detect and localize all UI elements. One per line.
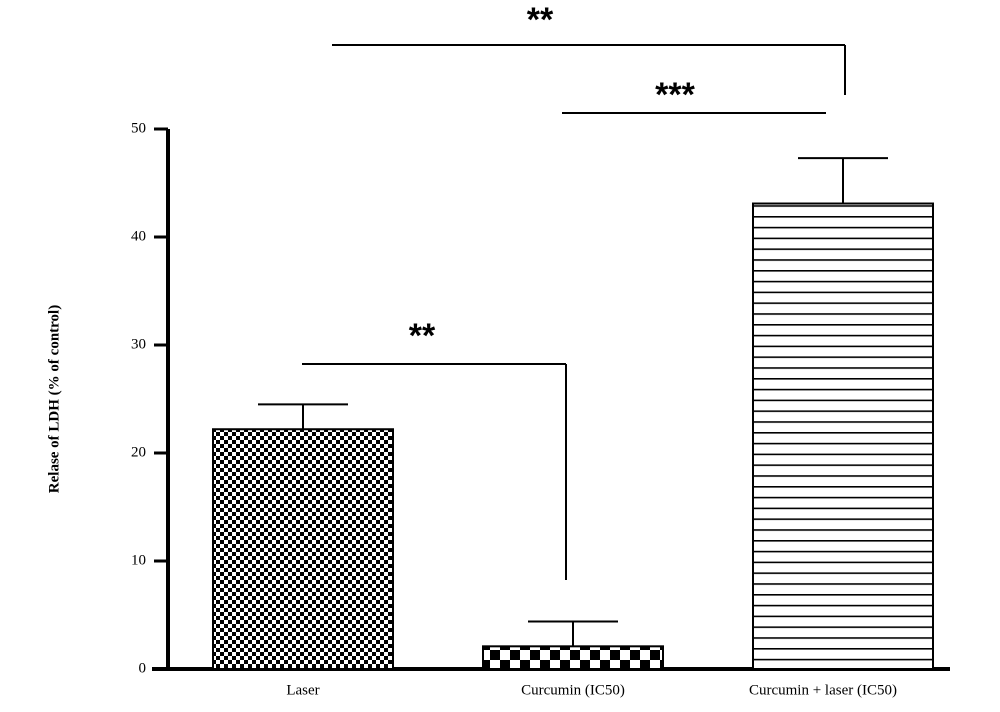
y-tick-label: 50	[131, 120, 146, 136]
x-tick-label: Curcumin + laser (IC50)	[749, 682, 897, 698]
y-tick-label: 20	[131, 444, 146, 460]
y-tick-label: 30	[131, 336, 146, 352]
significance-label: **	[409, 317, 436, 355]
y-axis-label: Relase of LDH (% of control)	[46, 305, 62, 493]
y-tick-label: 40	[131, 228, 146, 244]
bar	[482, 645, 664, 671]
x-tick-label: Laser	[286, 682, 319, 698]
x-tick-label: Curcumin (IC50)	[521, 682, 625, 698]
y-tick-label: 0	[139, 660, 147, 676]
significance-label: ***	[655, 76, 695, 114]
y-tick-label: 10	[131, 552, 146, 568]
bar	[212, 428, 394, 670]
bar	[752, 202, 934, 671]
significance-label: **	[527, 1, 554, 39]
